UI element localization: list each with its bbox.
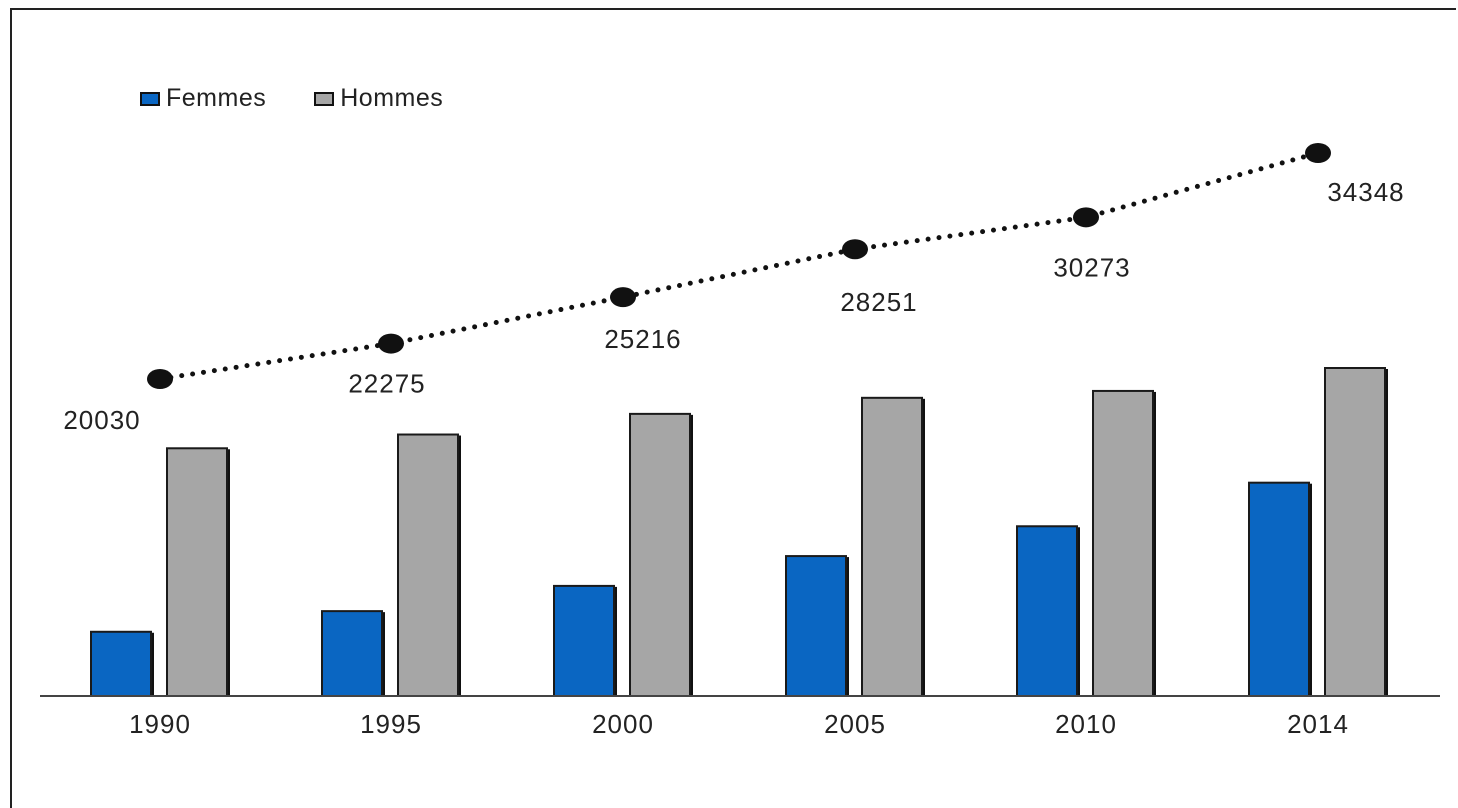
legend-item-hommes: Hommes <box>314 84 443 113</box>
x-tick-label: 2005 <box>824 709 886 739</box>
chart-frame <box>10 8 1456 808</box>
bar-femmes-2010 <box>1016 525 1078 698</box>
legend: Femmes Hommes <box>140 84 491 113</box>
x-tick-label: 2014 <box>1287 709 1349 739</box>
x-tick-label: 2000 <box>592 709 654 739</box>
legend-item-femmes: Femmes <box>140 84 266 113</box>
data-label-2010: 30273 <box>1053 252 1130 282</box>
bar-femmes-2005 <box>785 555 847 697</box>
bar-hommes-2014 <box>1324 367 1386 697</box>
data-label-1995: 22275 <box>348 369 425 399</box>
line-point-2010 <box>1073 207 1099 228</box>
bar-hommes-2010 <box>1092 389 1154 697</box>
bar-hommes-1990 <box>166 447 228 697</box>
x-ticks-group: 1990 1995 2000 2005 2010 2014 <box>129 709 1349 739</box>
line-point-2014 <box>1305 143 1331 163</box>
line-point-1990 <box>147 369 173 389</box>
total-line <box>157 150 1321 382</box>
data-label-2014: 34348 <box>1327 177 1404 207</box>
legend-label-hommes: Hommes <box>340 84 444 112</box>
x-tick-label: 1995 <box>360 709 422 739</box>
data-label-2000: 25216 <box>604 324 681 354</box>
line-point-1995 <box>378 333 404 354</box>
data-label-2005: 28251 <box>840 287 917 317</box>
line-point-2000 <box>610 287 636 308</box>
bar-femmes-1990 <box>90 630 152 698</box>
legend-swatch-femmes <box>140 91 160 106</box>
bar-femmes-1995 <box>321 610 383 698</box>
data-label-1990: 20030 <box>63 405 140 435</box>
bars-group <box>90 367 1388 698</box>
bar-hommes-1995 <box>397 433 459 697</box>
bar-hommes-2005 <box>861 396 923 697</box>
x-tick-label: 2010 <box>1055 709 1117 739</box>
bar-femmes-2000 <box>553 584 615 697</box>
legend-swatch-hommes <box>314 91 335 106</box>
x-tick-label: 1990 <box>129 709 191 739</box>
line-point-2005 <box>842 239 868 260</box>
data-labels-group: 20030 22275 25216 28251 30273 34348 <box>63 177 1404 435</box>
total-line-group <box>147 143 1331 389</box>
bar-hommes-2000 <box>629 412 691 697</box>
bar-femmes-2014 <box>1248 481 1310 697</box>
legend-label-femmes: Femmes <box>166 84 267 112</box>
